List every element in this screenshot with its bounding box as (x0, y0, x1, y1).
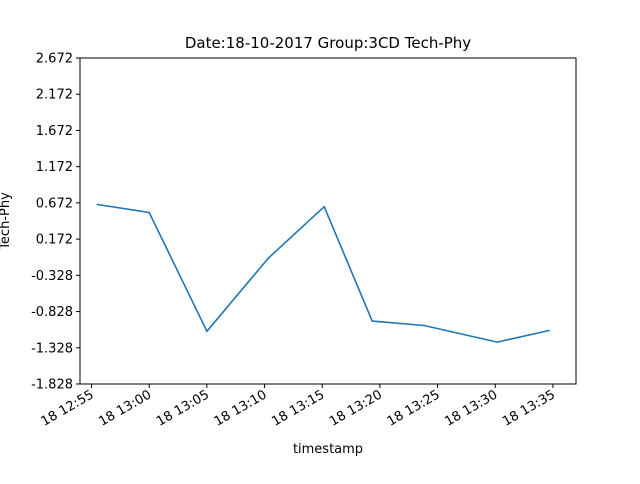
x-tick-label: 18 13:20 (327, 387, 385, 429)
y-tick-label: -1.828 (31, 378, 73, 393)
y-tick-label: 2.172 (36, 88, 73, 103)
y-tick-label: -1.328 (31, 341, 73, 356)
data-point (148, 211, 151, 214)
data-point (423, 324, 425, 327)
chart-title: Date:18-10-2017 Group:3CD Tech-Phy (185, 34, 471, 52)
y-tick-label: 2.672 (36, 52, 73, 67)
data-point (548, 329, 550, 332)
y-axis-title: Tech-Phy (0, 192, 13, 251)
x-tick-label: 18 13:10 (212, 387, 270, 429)
y-tick-label: 1.172 (36, 160, 73, 175)
y-tick-label: -0.828 (31, 305, 73, 320)
data-point (496, 341, 498, 343)
x-axis-title: timestamp (293, 442, 363, 457)
series-line (97, 203, 550, 343)
y-tick-label: 0.172 (36, 233, 73, 248)
x-tick-label: 18 12:55 (39, 387, 97, 429)
data-point (267, 257, 270, 259)
x-tick-label: 18 13:35 (500, 387, 558, 429)
x-tick-label: 18 13:25 (385, 387, 443, 429)
x-tick-label: 18 13:05 (154, 387, 212, 429)
y-tick-label: -0.328 (31, 269, 73, 284)
series-layer (96, 203, 550, 343)
x-tick-label: 18 13:15 (269, 387, 327, 429)
y-axis: -1.828 -1.328 -0.828 -0.328 0.172 0.672 1.172 1… (31, 52, 80, 393)
plot-area-frame (79, 57, 577, 385)
data-point (323, 205, 325, 208)
data-point (206, 330, 208, 333)
data-point (96, 203, 99, 206)
x-axis: 18 12:55 18 13:00 18 13:05 18 13:10 18 13:15… (39, 384, 558, 430)
data-point (371, 320, 374, 322)
y-tick-label: 0.672 (36, 196, 73, 211)
x-tick-label: 18 13:30 (442, 387, 500, 429)
x-tick-label: 18 13:00 (96, 387, 154, 429)
y-tick-label: 1.672 (36, 124, 73, 139)
